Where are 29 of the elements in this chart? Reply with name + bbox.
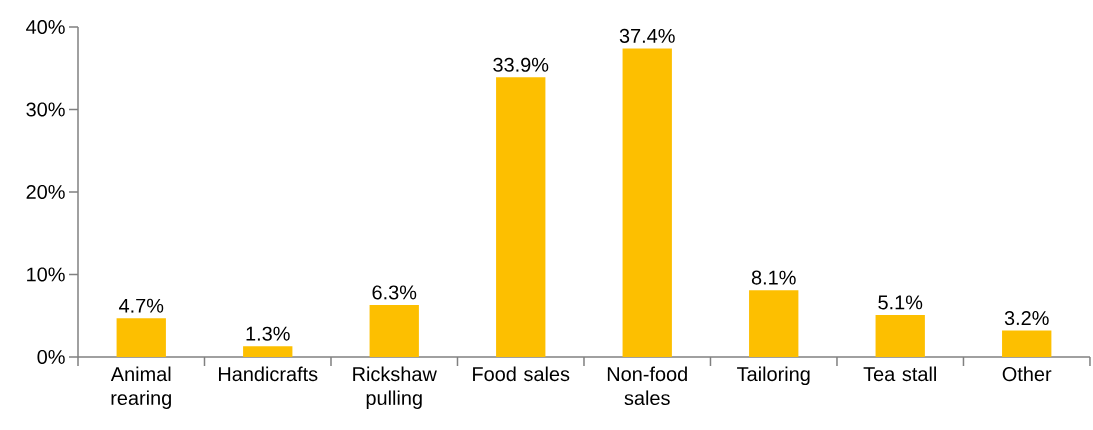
bar (496, 77, 546, 357)
data-label: 6.3% (372, 285, 417, 300)
bar (243, 346, 293, 357)
data-label: 4.7% (118, 298, 164, 313)
y-tick-label: 10% (27, 267, 65, 282)
bar (1002, 330, 1052, 357)
y-tick-label: 30% (26, 102, 65, 117)
data-label: 5.1% (878, 295, 923, 310)
y-tick-label: 40% (26, 19, 65, 35)
x-tick-label: Tea stall (863, 366, 936, 382)
bar (622, 48, 672, 357)
x-tick-label: Rickshaw pulling (353, 366, 437, 410)
x-tick-label: Non-food sales (607, 366, 687, 406)
y-tick-label: 20% (26, 184, 65, 200)
bar (875, 314, 925, 357)
data-label: 8.1% (751, 270, 796, 285)
x-tick-label: Other (1002, 366, 1052, 382)
data-label: 33.9% (493, 57, 549, 72)
data-label: 3.2% (1004, 310, 1049, 326)
x-tick-label: Tailoring (737, 366, 810, 386)
bar (116, 318, 166, 357)
data-label: 1.3% (246, 326, 290, 341)
bar (369, 305, 419, 357)
data-label: 37.4% (619, 28, 675, 43)
y-tick-label: 0% (37, 349, 65, 365)
x-tick-label: Animal rearing (110, 366, 171, 410)
x-tick-label: Food sales (473, 366, 570, 382)
x-tick-label: Handicrafts (219, 366, 318, 382)
bar (749, 290, 799, 357)
